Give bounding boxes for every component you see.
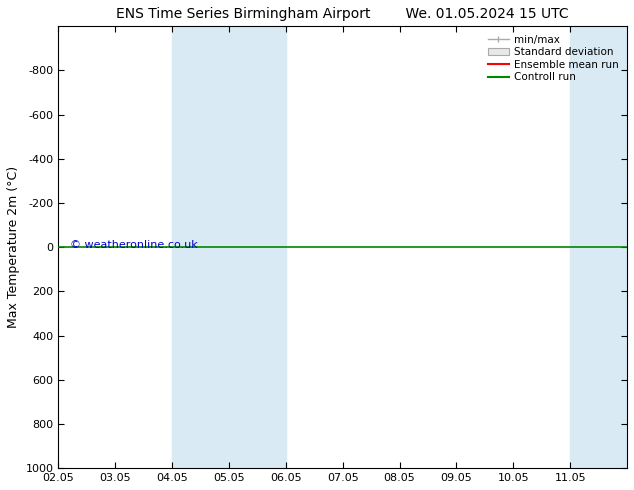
Y-axis label: Max Temperature 2m (°C): Max Temperature 2m (°C) [7, 166, 20, 328]
Bar [172, 26, 229, 468]
Text: © weatheronline.co.uk: © weatheronline.co.uk [70, 240, 197, 250]
Legend: min/max, Standard deviation, Ensemble mean run, Controll run: min/max, Standard deviation, Ensemble me… [485, 31, 622, 86]
Bar [229, 26, 286, 468]
Title: ENS Time Series Birmingham Airport        We. 01.05.2024 15 UTC: ENS Time Series Birmingham Airport We. 0… [117, 7, 569, 21]
Bar [570, 26, 627, 468]
